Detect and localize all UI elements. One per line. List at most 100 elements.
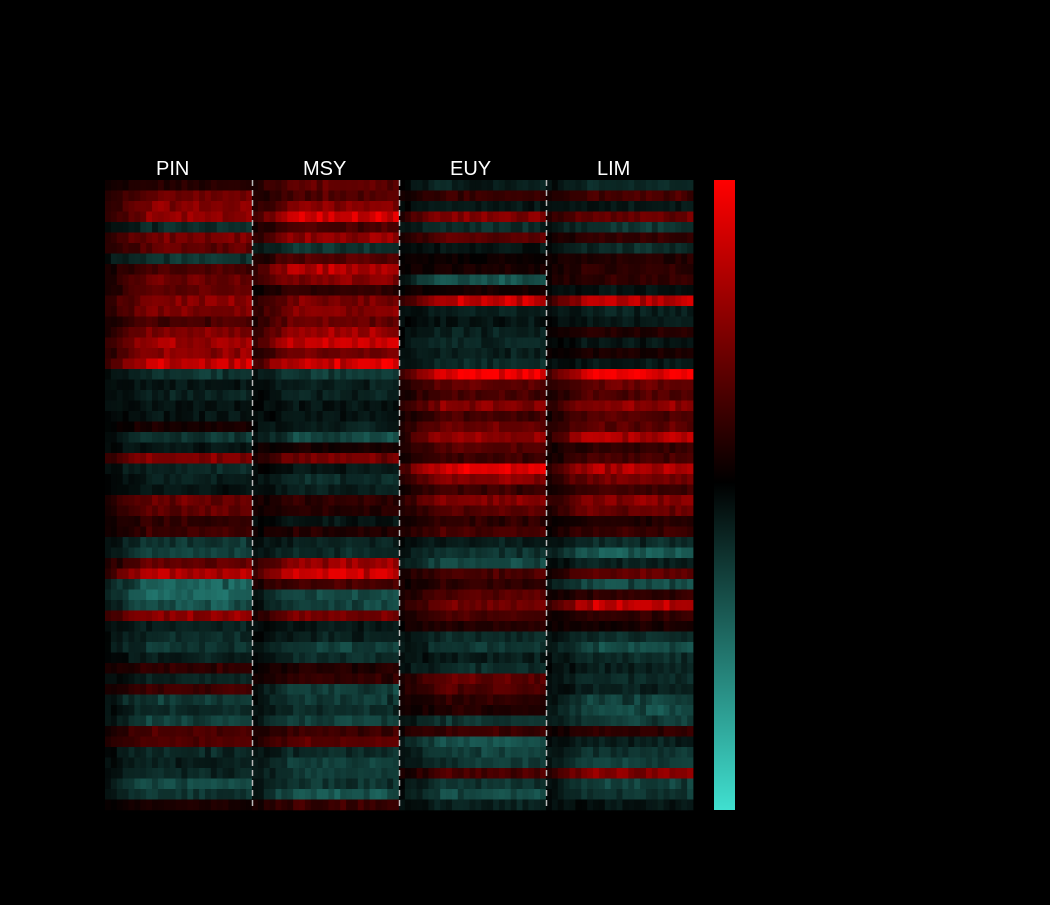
heatmap-cell xyxy=(381,736,388,748)
heatmap-cell xyxy=(269,358,276,370)
heatmap-cell xyxy=(322,264,329,275)
heatmap-cell xyxy=(234,610,241,622)
heatmap-cell xyxy=(410,547,418,559)
heatmap-cell xyxy=(175,232,182,244)
heatmap-cell xyxy=(640,285,647,296)
heatmap-cell xyxy=(193,652,200,664)
heatmap-cell xyxy=(528,726,535,737)
heatmap-cell xyxy=(369,747,376,758)
heatmap-cell xyxy=(381,379,388,391)
heatmap-cell xyxy=(516,673,523,685)
heatmap-cell xyxy=(410,495,418,506)
heatmap-cell xyxy=(116,768,124,779)
heatmap-cell xyxy=(540,621,547,632)
heatmap-cell xyxy=(257,484,265,496)
heatmap-cell xyxy=(340,579,347,590)
heatmap-cell xyxy=(569,211,576,223)
heatmap-cell xyxy=(175,600,182,611)
heatmap-cell xyxy=(375,463,382,475)
heatmap-cell xyxy=(199,358,206,370)
heatmap-cell xyxy=(275,715,282,727)
heatmap-cell xyxy=(105,715,112,727)
heatmap-cell xyxy=(134,327,141,338)
heatmap-cell xyxy=(222,243,229,254)
heatmap-cell xyxy=(281,211,288,223)
heatmap-cell xyxy=(275,295,282,307)
heatmap-cell xyxy=(287,369,294,380)
heatmap-cell xyxy=(516,610,523,622)
heatmap-cell xyxy=(175,642,182,653)
heatmap-cell xyxy=(681,253,688,265)
heatmap-cell xyxy=(193,379,200,391)
heatmap-cell xyxy=(316,327,323,338)
heatmap-cell xyxy=(116,600,124,611)
heatmap-cell xyxy=(169,799,176,811)
heatmap-cell xyxy=(534,421,541,433)
heatmap-cell xyxy=(516,264,523,275)
heatmap-cell xyxy=(222,526,229,538)
heatmap-cell xyxy=(228,180,235,191)
heatmap-cell xyxy=(110,610,118,622)
heatmap-cell xyxy=(210,600,218,611)
heatmap-cell xyxy=(210,316,218,328)
heatmap-cell xyxy=(634,379,641,391)
heatmap-cell xyxy=(122,768,129,779)
heatmap-cell xyxy=(140,232,147,244)
heatmap-cell xyxy=(598,222,606,233)
heatmap-cell xyxy=(199,757,206,769)
heatmap-cell xyxy=(193,474,200,485)
heatmap-cell xyxy=(399,652,406,664)
heatmap-cell xyxy=(446,726,453,737)
heatmap-cell xyxy=(351,180,359,191)
heatmap-cell xyxy=(628,348,635,359)
heatmap-cell xyxy=(246,358,253,370)
heatmap-cell xyxy=(434,190,441,202)
heatmap-cell xyxy=(434,421,441,433)
heatmap-cell xyxy=(110,715,118,727)
heatmap-cell xyxy=(122,243,129,254)
heatmap-cell xyxy=(252,253,259,265)
heatmap-cell xyxy=(393,600,400,611)
heatmap-cell xyxy=(616,201,623,212)
heatmap-cell xyxy=(310,726,318,737)
heatmap-cell xyxy=(146,694,153,706)
heatmap-cell xyxy=(404,264,412,275)
heatmap-cell xyxy=(498,390,506,401)
heatmap-cell xyxy=(157,474,165,485)
heatmap-cell xyxy=(157,463,165,475)
heatmap-cell xyxy=(669,211,676,223)
heatmap-cell xyxy=(516,621,523,632)
heatmap-cell xyxy=(381,180,388,191)
heatmap-cell xyxy=(493,663,500,674)
heatmap-cell xyxy=(410,579,418,590)
heatmap-cell xyxy=(528,736,535,748)
heatmap-cell xyxy=(616,243,623,254)
heatmap-cell xyxy=(157,337,165,349)
heatmap-cell xyxy=(163,631,171,643)
heatmap-cell xyxy=(610,316,617,328)
heatmap-cell xyxy=(204,432,212,443)
heatmap-cell xyxy=(157,232,165,244)
heatmap-cell xyxy=(404,316,412,328)
heatmap-cell xyxy=(157,190,165,202)
heatmap-cell xyxy=(404,579,412,590)
heatmap-cell xyxy=(404,505,412,517)
heatmap-cell xyxy=(651,180,659,191)
heatmap-cell xyxy=(204,652,212,664)
heatmap-cell xyxy=(428,390,435,401)
heatmap-cell xyxy=(181,295,188,307)
heatmap-cell xyxy=(334,568,341,580)
heatmap-cell xyxy=(316,516,323,527)
heatmap-cell xyxy=(681,295,688,307)
heatmap-cell xyxy=(216,673,223,685)
heatmap-cell xyxy=(240,505,247,517)
heatmap-cell xyxy=(246,505,253,517)
heatmap-cell xyxy=(399,705,406,716)
heatmap-cell xyxy=(487,589,494,601)
heatmap-cell xyxy=(275,453,282,464)
heatmap-cell xyxy=(234,190,241,202)
heatmap-cell xyxy=(140,642,147,653)
heatmap-cell xyxy=(616,295,623,307)
heatmap-cell xyxy=(216,694,223,706)
heatmap-cell xyxy=(128,327,135,338)
